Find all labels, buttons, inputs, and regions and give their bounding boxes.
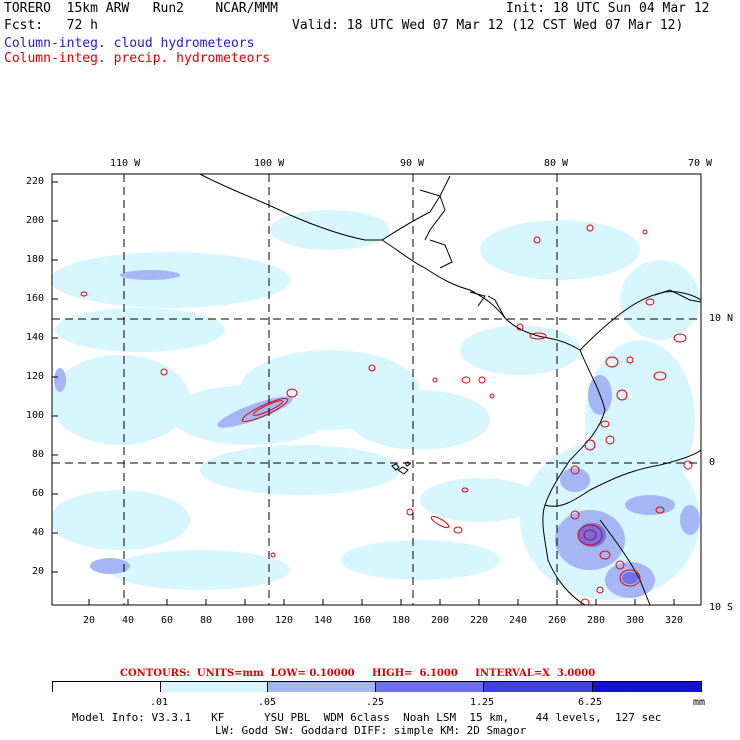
lon-label-80w: 80 W	[544, 158, 569, 169]
lat-label-10s: 10 S	[709, 602, 734, 613]
model-title: TORERO 15km ARW Run2 NCAR/MMM	[4, 1, 278, 16]
model-info-line1: Model Info: V3.3.1 KF YSU PBL WDM 6class…	[72, 711, 662, 724]
colorbar-label: .05	[258, 697, 277, 708]
x-tick-label: 220	[470, 615, 489, 626]
field-precip-label: Column-integ. precip. hydrometeors	[4, 51, 271, 66]
x-tick-label: 280	[587, 615, 606, 626]
lat-label-10n: 10 N	[709, 313, 734, 324]
y-tick-label: 80	[32, 449, 45, 460]
colorbar-label: .01	[150, 697, 169, 708]
y-tick-label: 100	[26, 410, 45, 421]
x-tick-label: 100	[236, 615, 255, 626]
lon-label-70w: 70 W	[688, 158, 713, 169]
colorbar-label: 6.25	[578, 697, 603, 708]
x-tick-label: 160	[353, 615, 372, 626]
contour-info: CONTOURS: UNITS=mm LOW= 0.10000 HIGH= 6.…	[120, 668, 596, 679]
x-tick-label: 260	[548, 615, 567, 626]
x-tick-label: 80	[200, 615, 213, 626]
y-tick-label: 180	[26, 254, 45, 265]
field-cloud-label: Column-integ. cloud hydrometeors	[4, 36, 255, 51]
valid-time: Valid: 18 UTC Wed 07 Mar 12 (12 CST Wed …	[292, 18, 684, 33]
colorbar-swatch	[593, 682, 701, 692]
colorbar-label: 1.25	[470, 697, 495, 708]
x-tick-label: 200	[431, 615, 450, 626]
y-tick-label: 40	[32, 527, 45, 538]
lon-label-90w: 90 W	[400, 158, 425, 169]
x-tick-label: 120	[275, 615, 294, 626]
axis-ticks	[52, 181, 675, 605]
colorbar-label: .25	[366, 697, 385, 708]
colorbar-unit: mm	[693, 697, 706, 708]
x-tick-label: 180	[392, 615, 411, 626]
x-tick-label: 40	[122, 615, 135, 626]
colorbar-swatch	[484, 682, 593, 692]
x-tick-label: 140	[314, 615, 333, 626]
lon-label-110w: 110 W	[110, 158, 141, 169]
init-time: Init: 18 UTC Sun 04 Mar 12	[506, 1, 710, 16]
lon-label-100w: 100 W	[254, 158, 285, 169]
x-tick-label: 300	[626, 615, 645, 626]
map-frame	[51, 173, 702, 606]
lat-label-0: 0	[709, 457, 716, 468]
colorbar-swatch	[161, 682, 268, 692]
colorbar-swatch	[376, 682, 484, 692]
y-tick-label: 200	[26, 215, 45, 226]
x-tick-label: 240	[509, 615, 528, 626]
x-tick-label: 20	[83, 615, 96, 626]
y-tick-label: 160	[26, 293, 45, 304]
x-tick-label: 60	[161, 615, 174, 626]
lat-lon-grid	[52, 174, 701, 605]
y-tick-label: 120	[26, 371, 45, 382]
colorbar-swatch	[268, 682, 376, 692]
y-tick-label: 140	[26, 332, 45, 343]
y-tick-label: 60	[32, 488, 45, 499]
x-tick-label: 320	[665, 615, 684, 626]
y-tick-label: 220	[26, 176, 45, 187]
model-info-line2: LW: Godd SW: Goddard DIFF: simple KM: 2D…	[215, 724, 527, 737]
colorbar-swatch	[53, 682, 161, 692]
forecast-hour: Fcst: 72 h	[4, 18, 98, 33]
y-tick-label: 20	[32, 566, 45, 577]
galapagos-islands	[391, 461, 411, 475]
